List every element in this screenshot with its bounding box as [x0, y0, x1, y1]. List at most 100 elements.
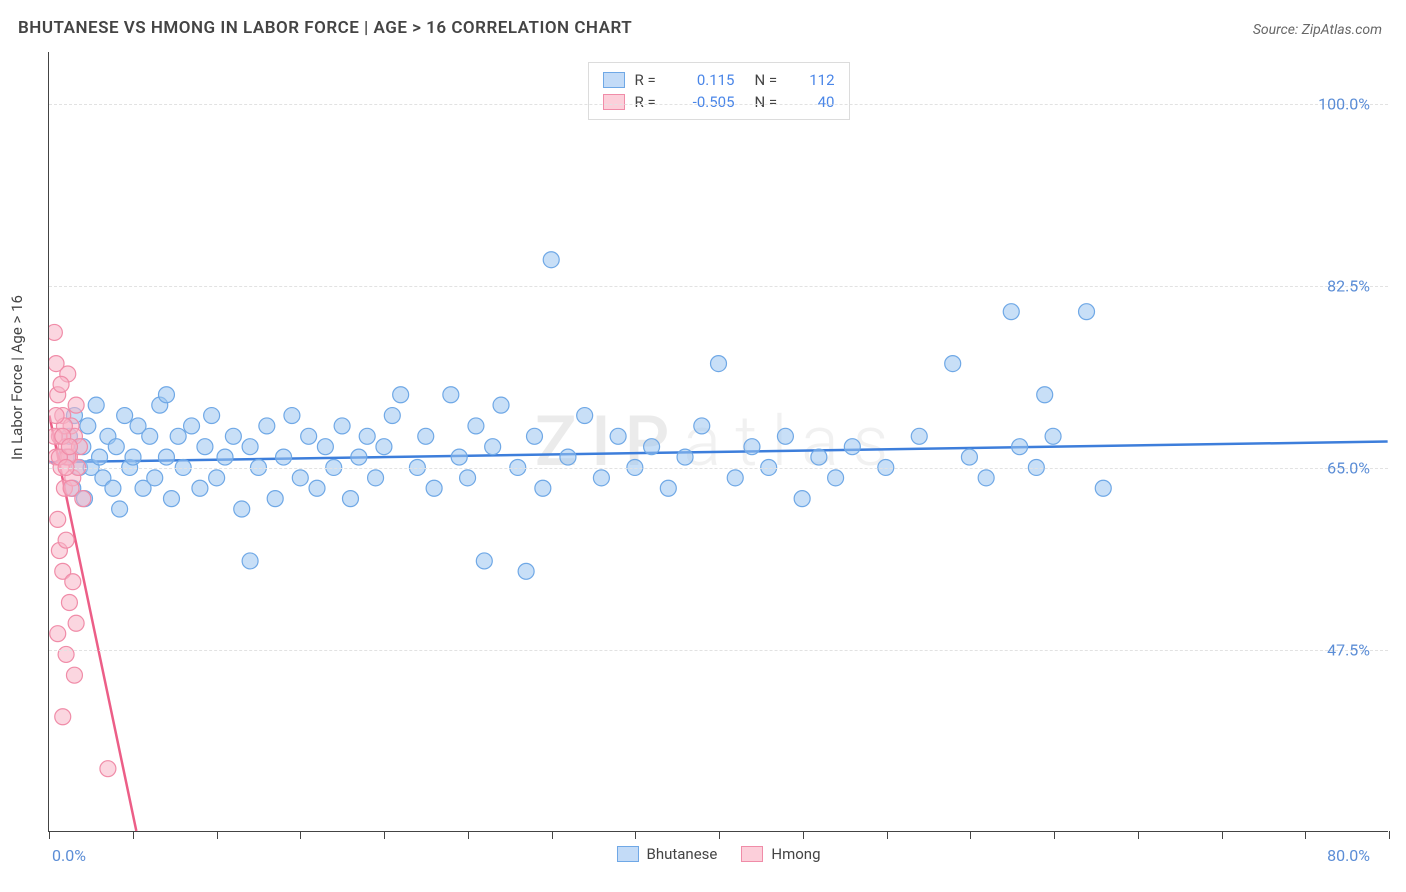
data-point: [112, 501, 128, 517]
data-point: [451, 449, 467, 465]
data-point: [292, 470, 308, 486]
data-point: [55, 709, 71, 725]
data-point: [368, 470, 384, 486]
data-point: [309, 480, 325, 496]
data-point: [1045, 428, 1061, 444]
data-point: [65, 574, 81, 590]
x-tick: [887, 831, 888, 839]
data-point: [535, 480, 551, 496]
y-tick-label: 100.0%: [1318, 95, 1370, 114]
data-point: [610, 428, 626, 444]
data-point: [677, 449, 693, 465]
data-point: [68, 397, 84, 413]
data-point: [49, 408, 64, 424]
data-point: [342, 491, 358, 507]
data-point: [418, 428, 434, 444]
data-point: [393, 387, 409, 403]
y-tick-label: 82.5%: [1327, 277, 1370, 296]
y-tick-label: 47.5%: [1327, 641, 1370, 660]
data-point: [577, 408, 593, 424]
data-point: [242, 553, 258, 569]
x-tick: [1389, 831, 1390, 839]
data-point: [1095, 480, 1111, 496]
legend-swatch: [741, 846, 763, 862]
data-point: [777, 428, 793, 444]
data-point: [694, 418, 710, 434]
data-point: [711, 356, 727, 372]
data-point: [426, 480, 442, 496]
data-point: [476, 553, 492, 569]
data-point: [644, 439, 660, 455]
data-point: [945, 356, 961, 372]
series-legend-item: Hmong: [741, 845, 820, 863]
data-point: [105, 480, 121, 496]
legend-r-label: R =: [635, 93, 665, 111]
source-credit: Source: ZipAtlas.com: [1253, 22, 1382, 38]
legend-row: R =0.115N =112: [603, 69, 835, 91]
data-point: [1012, 439, 1028, 455]
series-name: Bhutanese: [646, 845, 717, 863]
data-point: [593, 470, 609, 486]
x-axis-max-label: 80.0%: [1327, 846, 1370, 865]
data-point: [468, 418, 484, 434]
x-tick: [970, 831, 971, 839]
data-point: [147, 470, 163, 486]
data-point: [125, 449, 141, 465]
data-point: [828, 470, 844, 486]
data-point: [660, 480, 676, 496]
data-point: [49, 356, 64, 372]
data-point: [284, 408, 300, 424]
data-point: [267, 491, 283, 507]
data-point: [811, 449, 827, 465]
x-tick: [635, 831, 636, 839]
x-tick: [1054, 831, 1055, 839]
data-point: [184, 418, 200, 434]
data-point: [66, 667, 82, 683]
data-point: [217, 449, 233, 465]
data-point: [543, 252, 559, 268]
data-point: [204, 408, 220, 424]
data-point: [61, 595, 77, 611]
series-name: Hmong: [771, 845, 820, 863]
legend-swatch: [603, 72, 625, 88]
y-axis-label: In Labor Force | Age > 16: [8, 295, 26, 460]
data-point: [49, 324, 62, 340]
legend-n-label: N =: [755, 93, 785, 111]
chart-title: BHUTANESE VS HMONG IN LABOR FORCE | AGE …: [18, 18, 632, 38]
data-point: [158, 449, 174, 465]
data-point: [58, 646, 74, 662]
trend-line: [49, 416, 136, 831]
data-point: [192, 480, 208, 496]
series-legend-item: Bhutanese: [616, 845, 717, 863]
data-point: [526, 428, 542, 444]
data-point: [88, 397, 104, 413]
data-point: [978, 470, 994, 486]
data-point: [376, 439, 392, 455]
legend-r-label: R =: [635, 71, 665, 89]
data-point: [108, 439, 124, 455]
gridline: [49, 104, 1388, 105]
data-point: [727, 470, 743, 486]
gridline: [49, 650, 1388, 651]
data-point: [844, 439, 860, 455]
chart-svg-layer: [49, 52, 1388, 831]
data-point: [560, 449, 576, 465]
data-point: [53, 376, 69, 392]
data-point: [485, 439, 501, 455]
data-point: [75, 491, 91, 507]
data-point: [961, 449, 977, 465]
gridline: [49, 468, 1388, 469]
data-point: [234, 501, 250, 517]
data-point: [911, 428, 927, 444]
x-tick: [1222, 831, 1223, 839]
data-point: [225, 428, 241, 444]
data-point: [276, 449, 292, 465]
x-tick: [300, 831, 301, 839]
data-point: [58, 532, 74, 548]
data-point: [163, 491, 179, 507]
x-tick: [384, 831, 385, 839]
gridline: [49, 286, 1388, 287]
data-point: [158, 387, 174, 403]
data-point: [744, 439, 760, 455]
data-point: [301, 428, 317, 444]
